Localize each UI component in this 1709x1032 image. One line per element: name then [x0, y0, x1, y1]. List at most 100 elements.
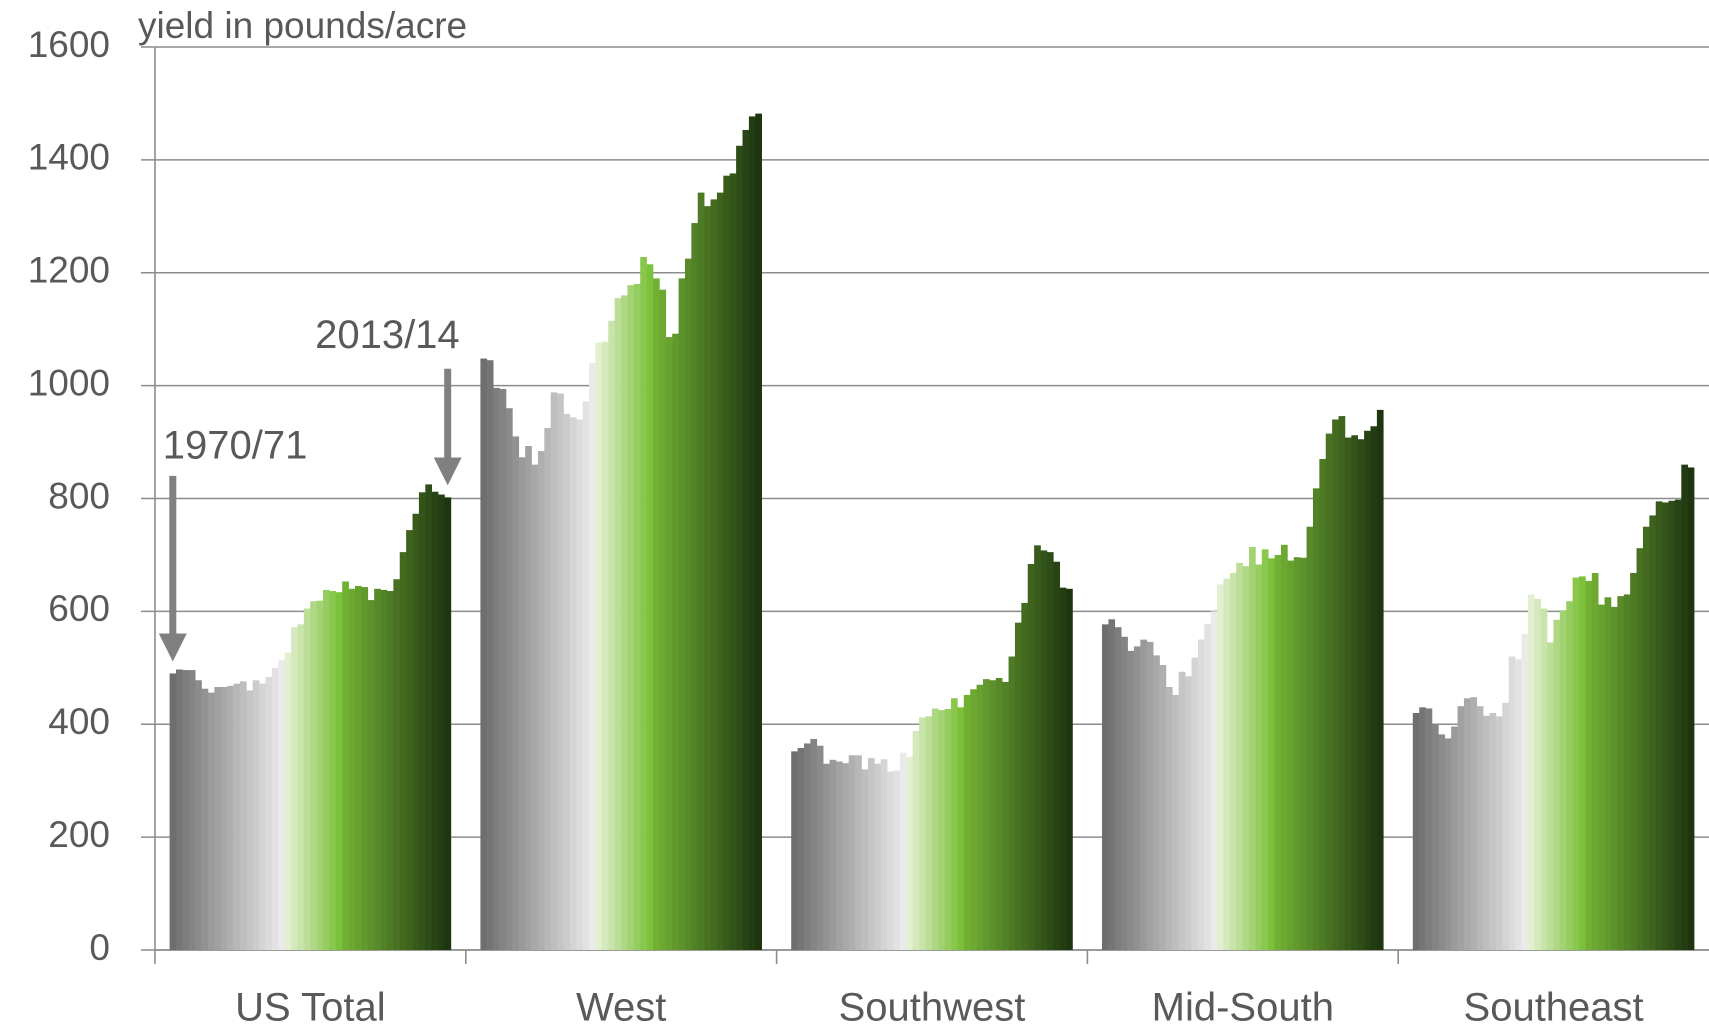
bar — [1515, 659, 1522, 950]
bar — [1495, 716, 1503, 950]
bar — [995, 677, 1003, 950]
bar — [899, 752, 907, 950]
bar — [233, 683, 241, 950]
bar — [348, 588, 356, 950]
bar — [1604, 597, 1612, 950]
bar — [1133, 646, 1141, 950]
bar — [1255, 564, 1263, 950]
bar — [893, 770, 901, 950]
bar — [678, 278, 686, 950]
bar — [1527, 594, 1535, 950]
bar — [518, 457, 526, 950]
bar — [823, 763, 830, 950]
bar — [1242, 566, 1250, 950]
bar — [335, 592, 343, 950]
bar — [569, 417, 577, 951]
bar — [640, 256, 647, 950]
bar — [399, 552, 407, 950]
bar — [1687, 467, 1695, 950]
bar — [1281, 544, 1288, 950]
y-tick-label: 200 — [48, 814, 110, 855]
bar — [323, 589, 330, 950]
bar — [297, 624, 305, 950]
bar — [1059, 587, 1067, 950]
bar — [1540, 608, 1548, 950]
annotation: 1970/71 — [163, 423, 308, 467]
bar — [367, 600, 375, 950]
bar — [1268, 558, 1275, 950]
bar — [723, 175, 731, 951]
bar — [1572, 577, 1580, 950]
y-tick-label: 400 — [48, 701, 110, 742]
bar — [1185, 676, 1192, 950]
bar — [201, 688, 209, 950]
bar — [1102, 624, 1109, 950]
bar — [1534, 598, 1541, 950]
bar — [1636, 548, 1644, 950]
bar — [1204, 623, 1211, 950]
bar — [361, 587, 369, 950]
bar — [271, 667, 279, 950]
bar — [1547, 642, 1554, 950]
bar — [1114, 627, 1122, 950]
y-tick-label: 800 — [48, 475, 110, 516]
bar — [880, 759, 888, 950]
bar — [169, 673, 177, 950]
bar — [1325, 433, 1333, 950]
bar — [829, 759, 837, 950]
bar — [1623, 594, 1631, 950]
bar — [493, 387, 500, 950]
y-tick-label: 1200 — [28, 250, 110, 291]
bar — [1300, 557, 1307, 950]
bar — [486, 360, 494, 950]
bar — [505, 408, 513, 950]
bar — [393, 579, 401, 950]
bar — [406, 530, 413, 950]
bar — [576, 419, 583, 950]
bar — [278, 659, 285, 950]
bar — [1053, 561, 1060, 950]
bar — [1159, 664, 1167, 950]
bar — [265, 676, 273, 950]
bar — [1274, 554, 1282, 950]
bar — [1655, 501, 1663, 950]
x-tick-label: Southwest — [839, 986, 1026, 1030]
x-tick-label: US Total — [235, 986, 385, 1030]
bar — [931, 708, 939, 950]
bar — [1476, 706, 1484, 950]
bar — [550, 392, 558, 951]
bar — [1364, 430, 1371, 950]
bar — [380, 589, 388, 950]
x-tick-label: Mid-South — [1152, 986, 1334, 1030]
bar — [1021, 602, 1029, 950]
bar — [1579, 576, 1586, 950]
bar — [835, 761, 843, 950]
bar — [861, 769, 869, 950]
y-axis-label: yield in pounds/acre — [138, 5, 467, 46]
bar — [1508, 656, 1516, 950]
bar — [742, 129, 750, 950]
bar — [1197, 639, 1205, 950]
bar — [1210, 611, 1218, 950]
bar — [499, 389, 507, 951]
bar — [976, 684, 984, 950]
bar — [1236, 562, 1243, 950]
y-tick-label: 600 — [48, 588, 110, 629]
bar — [1249, 547, 1256, 950]
bar — [1217, 584, 1224, 950]
bar — [1419, 707, 1426, 950]
y-tick-label: 0 — [89, 927, 110, 968]
bar — [797, 747, 805, 950]
bar — [855, 755, 862, 950]
bar — [1553, 619, 1561, 950]
bar — [589, 363, 596, 950]
bar — [646, 264, 654, 950]
bar — [1027, 563, 1035, 950]
bar — [1066, 588, 1073, 950]
bar — [1610, 606, 1618, 950]
bar — [887, 771, 894, 950]
bar — [1229, 572, 1237, 950]
bar — [944, 709, 952, 950]
bar — [716, 192, 724, 950]
